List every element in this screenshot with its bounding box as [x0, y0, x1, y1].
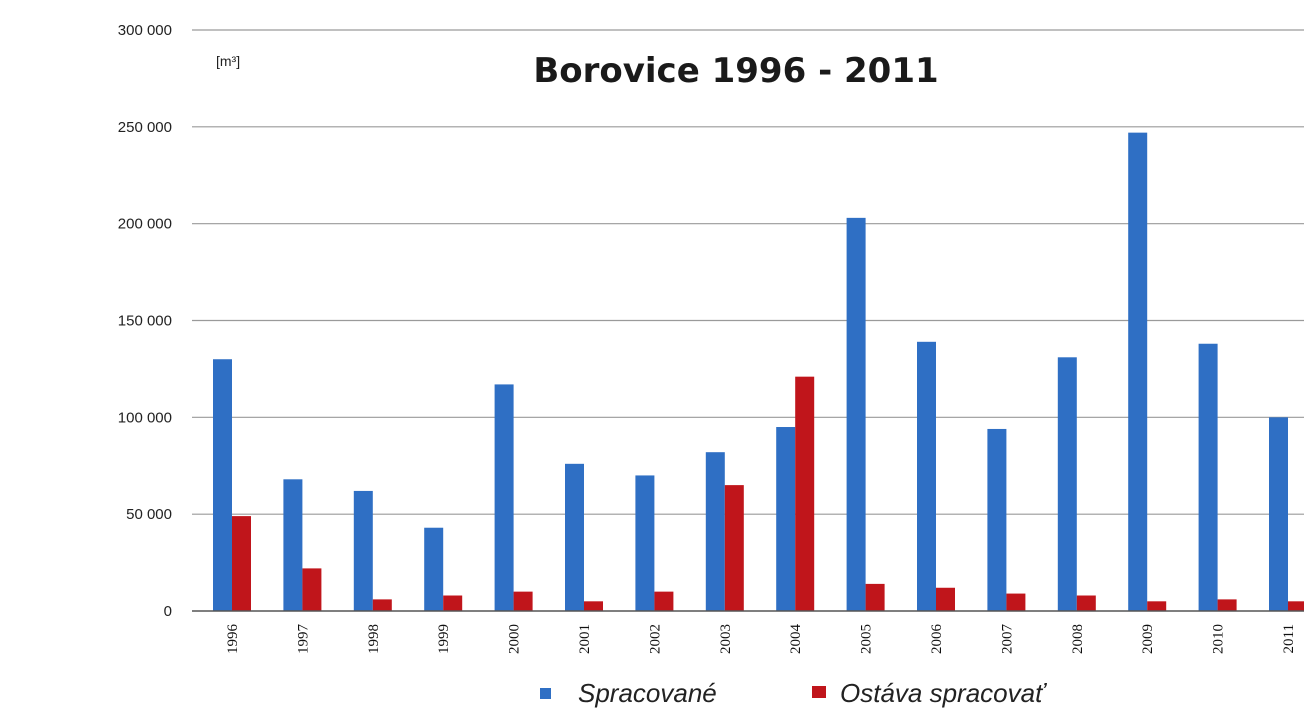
bar-ostava-spracovat-2002	[654, 591, 674, 611]
y-tick-label: 100 000	[118, 409, 172, 426]
x-tick-label: 2006	[929, 624, 945, 655]
bar-ostava-spracovat-1999	[443, 595, 463, 611]
x-tick-label: 2000	[507, 624, 523, 654]
legend-label-ostava-spracovat: Ostáva spracovať	[840, 678, 1047, 708]
y-axis-ticks: 0 50 000 100 000 150 000 200 000 250 000 300 0…	[118, 22, 172, 620]
bar-spracovane-2008	[1057, 357, 1077, 611]
legend-swatch-ostava-spracovat	[812, 686, 826, 698]
bar-spracovane-2006	[917, 341, 936, 611]
bar-ostava-spracovat-2011	[1288, 601, 1304, 611]
bar-ostava-spracovat-2001	[584, 601, 603, 611]
bar-ostava-spracovat-2004	[795, 376, 815, 611]
bar-ostava-spracovat-2009	[1147, 601, 1167, 611]
x-tick-label: 2007	[999, 624, 1015, 655]
y-tick-label: 200 000	[118, 216, 172, 233]
x-tick-label: 1998	[366, 624, 382, 654]
bar-spracovane-1999	[424, 527, 444, 611]
bar-spracovane-2001	[565, 463, 584, 611]
legend-swatch-spracovane	[540, 688, 551, 699]
bar-ostava-spracovat-2010	[1217, 599, 1237, 611]
bar-spracovane-2004	[776, 427, 796, 611]
bar-spracovane-2002	[635, 475, 655, 611]
x-tick-label: 2009	[1140, 624, 1156, 654]
x-tick-label: 1997	[295, 624, 311, 655]
x-tick-label: 2010	[1211, 624, 1227, 654]
y-tick-label: 50 000	[126, 506, 172, 523]
x-tick-label: 2003	[718, 624, 734, 654]
x-tick-label: 2011	[1281, 624, 1297, 653]
bar-spracovane-2000	[494, 384, 514, 611]
x-tick-label: 2001	[577, 624, 593, 654]
bar-spracovane-2011	[1269, 417, 1288, 611]
bars	[213, 132, 1304, 612]
legend-label-spracovane: Spracované	[578, 678, 717, 708]
gridlines	[192, 29, 1304, 515]
bar-spracovane-1998	[353, 490, 373, 611]
bar-ostava-spracovat-2008	[1076, 595, 1096, 611]
chart-title: Borovice 1996 - 2011	[533, 51, 938, 91]
x-tick-label: 2004	[788, 624, 804, 655]
bar-spracovane-2010	[1198, 343, 1218, 611]
x-tick-label: 1999	[436, 624, 452, 654]
bar-ostava-spracovat-1998	[372, 599, 392, 611]
bar-spracovane-1997	[283, 479, 303, 611]
unit-label: [m³]	[216, 53, 240, 69]
bar-spracovane-2007	[987, 428, 1007, 611]
bar-ostava-spracovat-2005	[865, 583, 885, 611]
y-tick-label: 0	[164, 603, 172, 620]
x-tick-label: 1996	[225, 624, 241, 655]
bar-ostava-spracovat-2007	[1006, 593, 1026, 611]
bar-spracovane-2009	[1128, 132, 1148, 612]
x-tick-label: 2008	[1070, 624, 1086, 654]
x-tick-label: 2005	[859, 624, 875, 654]
y-tick-label: 150 000	[118, 313, 172, 330]
y-tick-label: 300 000	[118, 22, 172, 39]
bar-spracovane-1996	[213, 359, 232, 611]
bar-ostava-spracovat-2006	[936, 587, 955, 611]
y-tick-label: 250 000	[118, 119, 172, 136]
x-axis-ticks: 1996 1997 1998 1999 2000 2001 2002 2003 2004 2005…	[225, 624, 1297, 655]
bar-ostava-spracovat-2003	[724, 485, 744, 611]
x-tick-label: 2002	[647, 624, 663, 654]
bar-ostava-spracovat-1996	[232, 516, 251, 611]
legend: Spracované Ostáva spracovať	[540, 678, 1047, 708]
bar-ostava-spracovat-2000	[513, 591, 533, 611]
bar-ostava-spracovat-1997	[302, 568, 322, 611]
bar-spracovane-2003	[705, 452, 725, 611]
bar-spracovane-2005	[846, 217, 866, 611]
